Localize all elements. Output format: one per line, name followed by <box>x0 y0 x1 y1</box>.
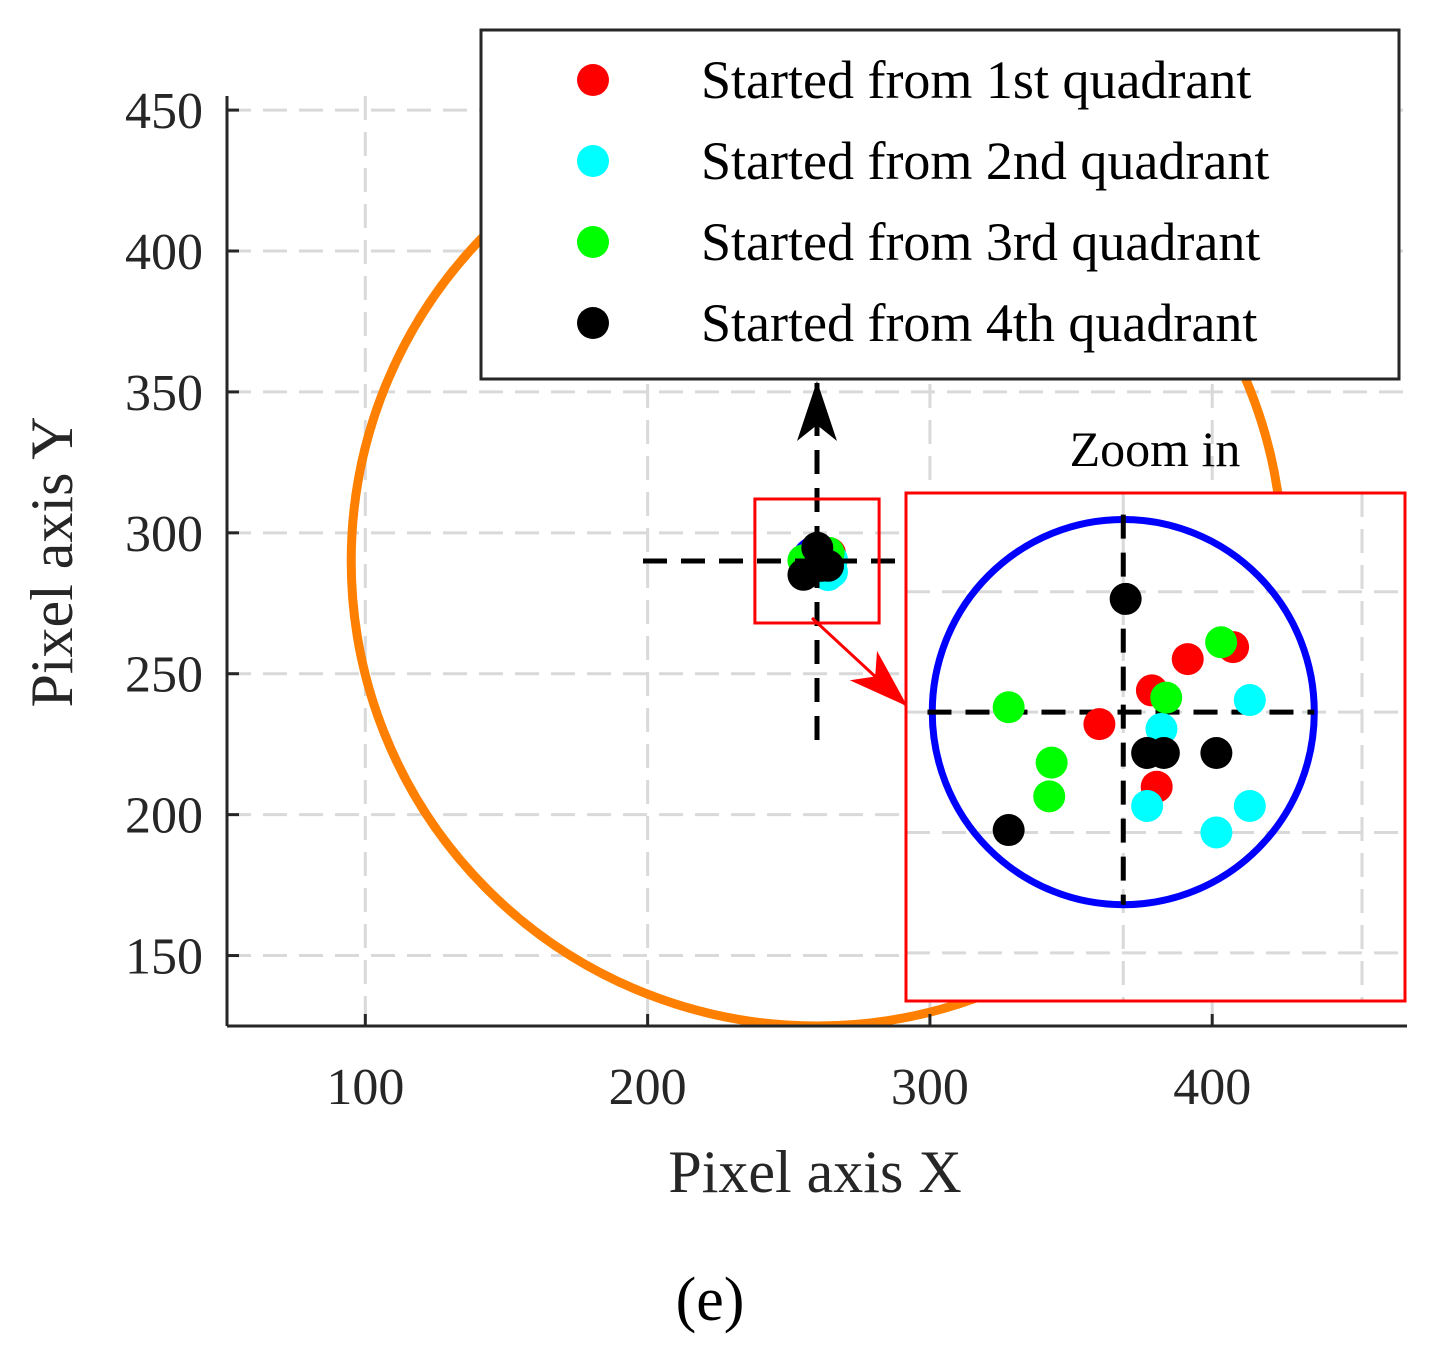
legend-entry-label: Started from 3rd quadrant <box>701 212 1260 272</box>
data-point <box>787 558 820 591</box>
legend: Started from 1st quadrant Started from 2n… <box>479 28 1401 381</box>
y-axis-label: Pixel axis Y <box>19 416 85 707</box>
legend-marker <box>577 226 609 258</box>
inset-data-point <box>1145 712 1178 745</box>
axes: 100 200 300 400 150 200 250 300 350 400 450 <box>125 83 1407 1116</box>
y-tick-label: 150 <box>125 929 203 986</box>
legend-entry-label: Started from 2nd quadrant <box>701 131 1269 191</box>
y-tick-label: 200 <box>125 788 203 845</box>
y-tick-label: 350 <box>125 365 203 422</box>
data-point <box>812 549 845 582</box>
y-tick-label: 300 <box>125 506 203 563</box>
legend-box <box>479 28 1401 381</box>
inset-data-point <box>1233 789 1266 822</box>
zoom-inset <box>904 491 1407 1003</box>
legend-entry-label: Started from 4th quadrant <box>701 293 1257 353</box>
y-tick-label: 400 <box>125 224 203 281</box>
legend-marker <box>577 145 609 177</box>
zoom-arrow <box>810 616 908 707</box>
zoom-label: Zoom in <box>1070 421 1241 477</box>
inset-data-point <box>1233 684 1266 717</box>
inset-data-point <box>1171 643 1204 676</box>
x-tick-label: 100 <box>326 1059 404 1116</box>
x-tick-label: 200 <box>609 1059 687 1116</box>
inset-data-point <box>1147 737 1180 770</box>
legend-marker <box>577 64 609 96</box>
x-axis-label: Pixel axis X <box>668 1139 961 1205</box>
inset-data-point <box>1035 746 1068 779</box>
x-tick-label: 400 <box>1173 1059 1251 1116</box>
legend-marker <box>577 307 609 339</box>
inset-data-point <box>1109 582 1142 615</box>
inset-data-point <box>1150 681 1183 714</box>
inset-plot <box>906 493 1405 1001</box>
legend-entry-label: Started from 1st quadrant <box>701 50 1251 110</box>
y-tick-label: 450 <box>125 83 203 140</box>
y-tick-label: 250 <box>125 647 203 704</box>
inset-data-point <box>1205 626 1238 659</box>
inset-data-point <box>1131 789 1164 822</box>
inset-data-point <box>1083 708 1116 741</box>
inset-data-point <box>1033 780 1066 813</box>
inset-data-point <box>1200 737 1233 770</box>
inset-data-point <box>1200 816 1233 849</box>
x-tick-label: 300 <box>891 1059 969 1116</box>
inset-border <box>904 491 1407 1003</box>
inset-data-point <box>992 814 1025 847</box>
inset-data-point <box>992 691 1025 724</box>
panel-label: (e) <box>676 1266 745 1334</box>
